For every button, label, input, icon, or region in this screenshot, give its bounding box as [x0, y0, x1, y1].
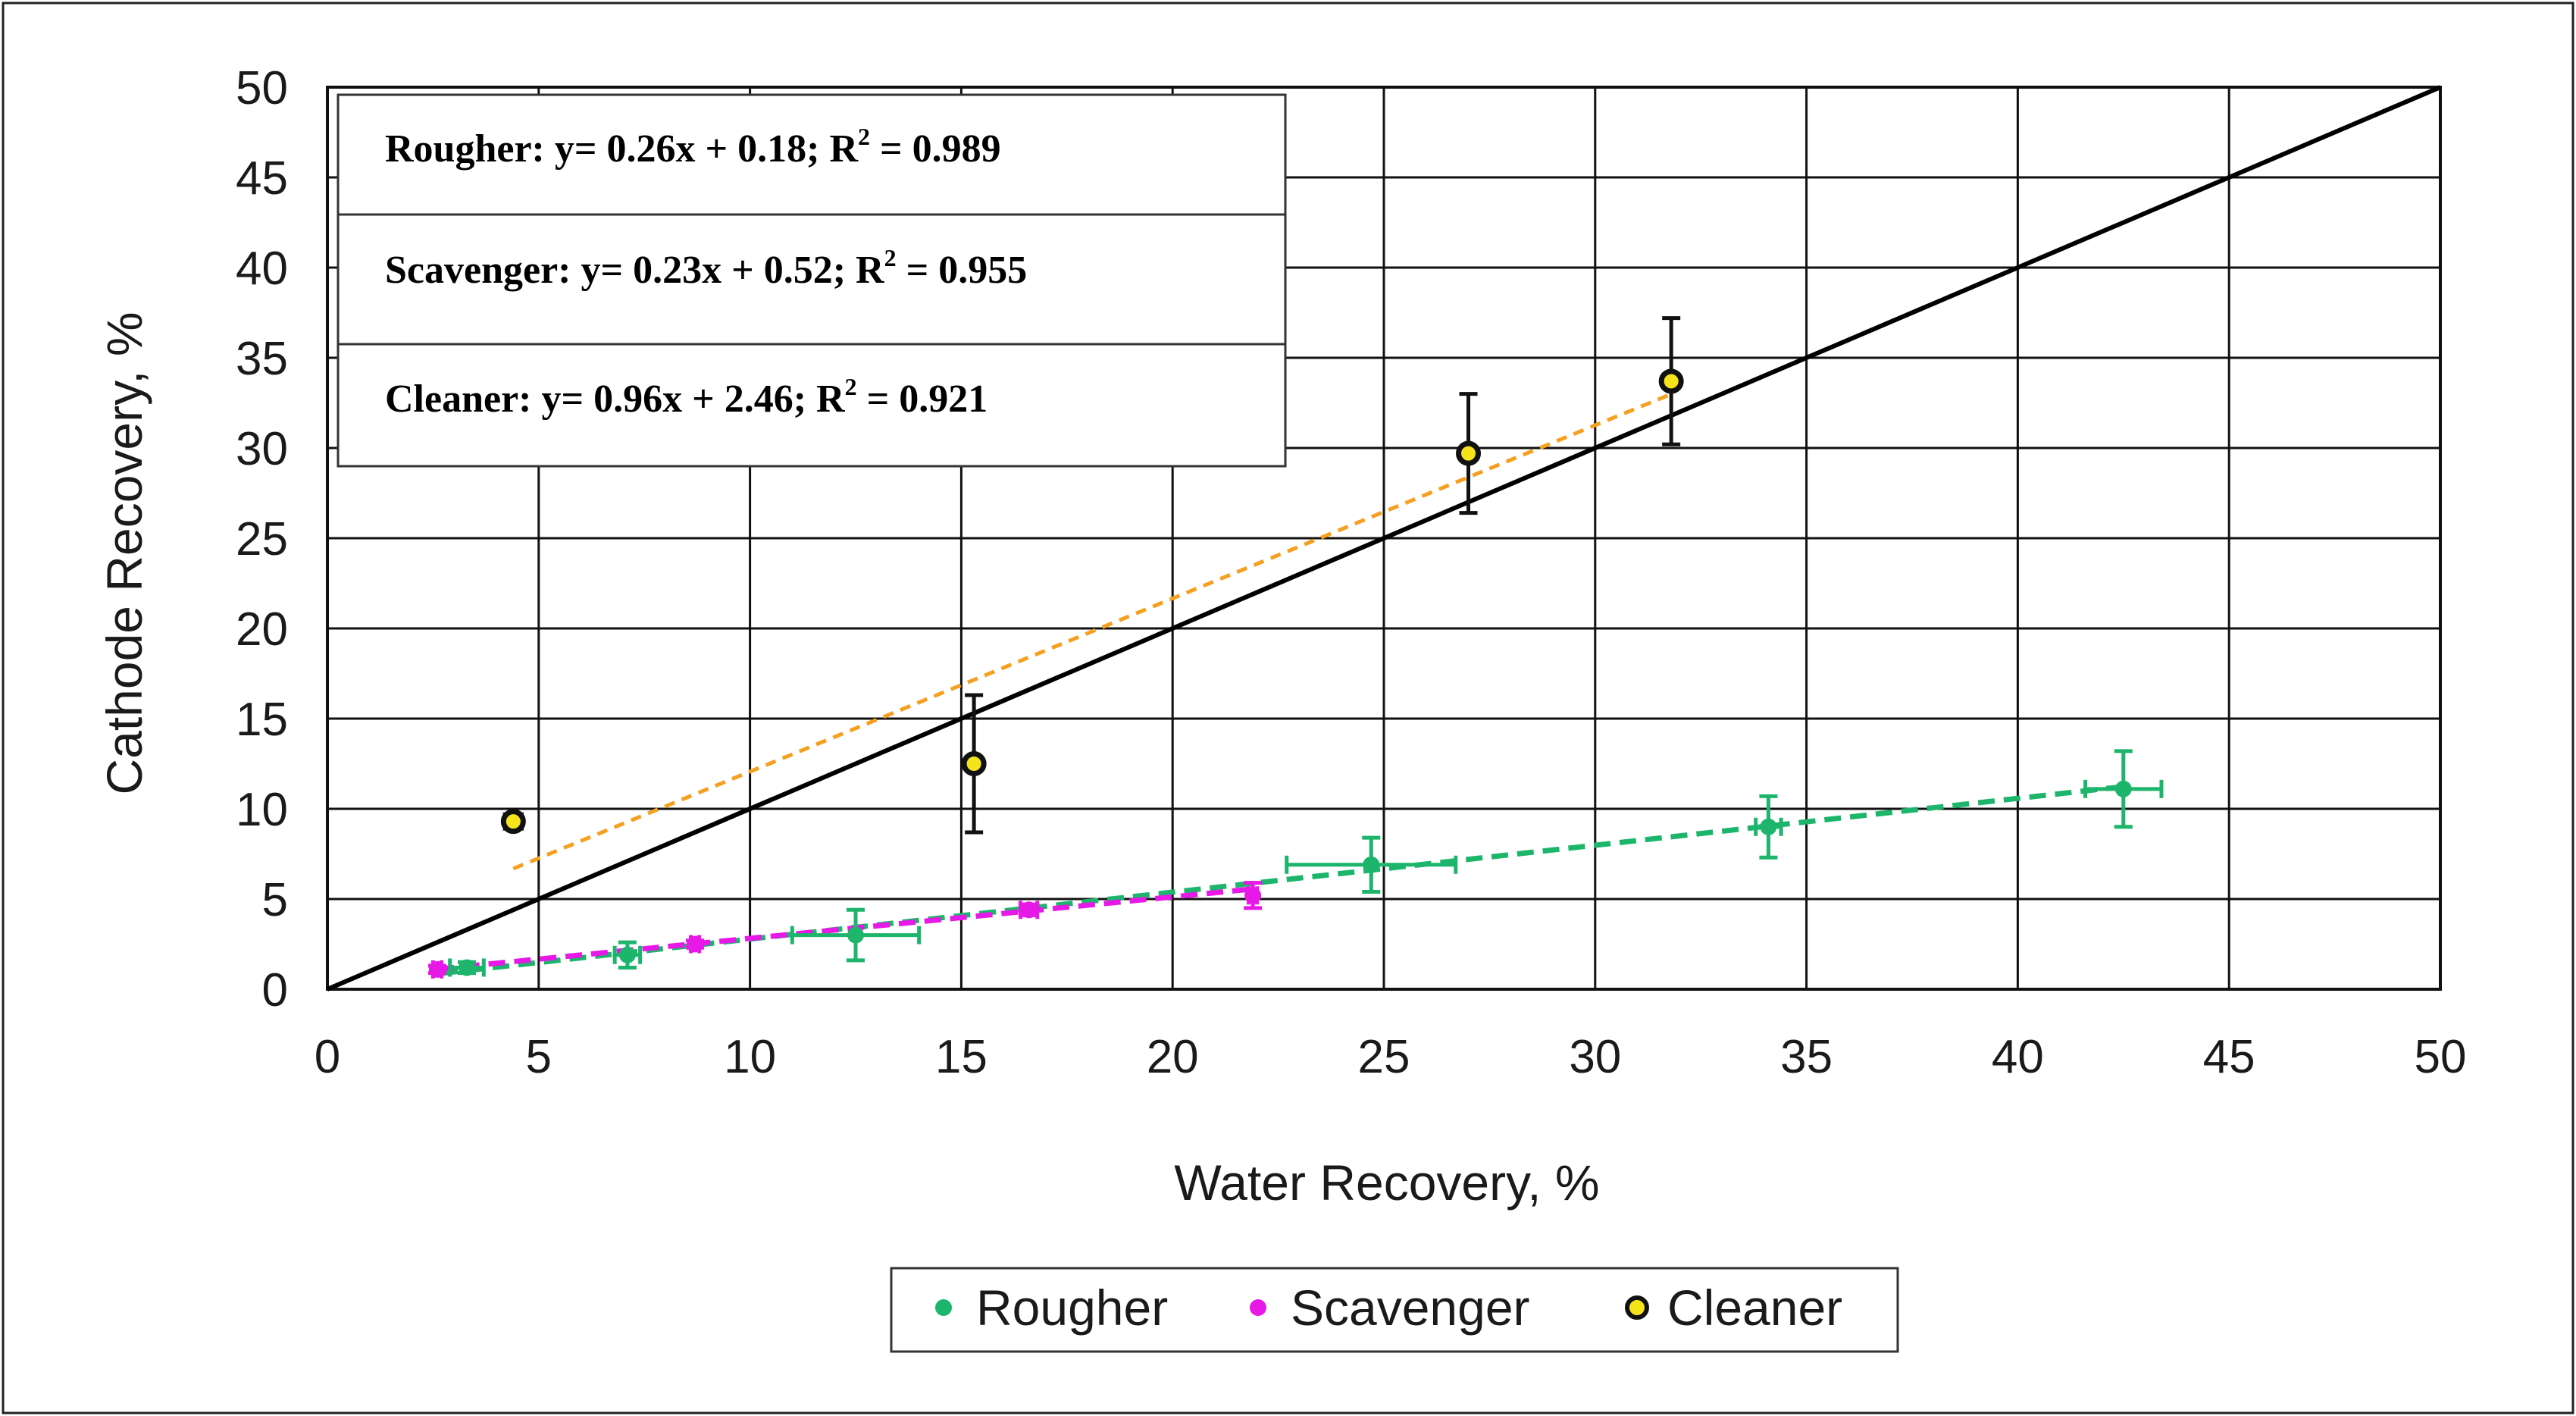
tick-labels: 0 5 10 15 20 25 30 35 40 45 50 0 5 10 15 20 25 30 35 40 45 50: [236, 62, 2466, 1083]
legend-marker-scavenger: [1250, 1299, 1266, 1316]
x-tick-label: 25: [1358, 1031, 1410, 1083]
x-axis-title: Water Recovery, %: [1174, 1154, 1599, 1211]
point-cleaner: [1658, 368, 1684, 394]
point-scavenger: [1020, 901, 1038, 919]
y-tick-label: 10: [236, 784, 288, 836]
point-cleaner: [1456, 440, 1482, 466]
x-tick-label: 45: [2203, 1031, 2255, 1083]
x-tick-label: 5: [526, 1031, 552, 1083]
point-rougher: [2114, 780, 2132, 797]
point-rougher: [459, 959, 476, 976]
y-tick-label: 20: [236, 603, 288, 656]
equation-box: Rougher: y= 0.26x + 0.18; R2 = 0.989 Sca…: [336, 93, 1287, 468]
legend-label-scavenger: Scavenger: [1291, 1280, 1530, 1336]
trendline-cleaner: [512, 392, 1673, 871]
x-tick-label: 30: [1569, 1031, 1621, 1083]
scavenger-equation: Scavenger: y= 0.23x + 0.52; R2 = 0.955: [385, 244, 1027, 292]
y-tick-label: 30: [236, 423, 288, 475]
legend-marker-rougher: [935, 1299, 952, 1316]
point-cleaner: [500, 809, 526, 835]
point-rougher: [847, 926, 864, 944]
x-tick-label: 50: [2415, 1031, 2467, 1083]
y-tick-label: 15: [236, 694, 288, 746]
equation-box-frame: [336, 93, 1287, 468]
y-tick-label: 50: [236, 62, 288, 114]
point-cleaner: [961, 751, 987, 776]
y-tick-label: 0: [262, 964, 288, 1017]
cleaner-equation: Cleaner: y= 0.96x + 2.46; R2 = 0.921: [385, 373, 988, 421]
rougher-equation: Rougher: y= 0.26x + 0.18; R2 = 0.989: [385, 123, 1001, 171]
x-tick-label: 15: [935, 1031, 988, 1083]
x-tick-label: 35: [1780, 1031, 1833, 1083]
data-points: [428, 368, 2132, 978]
y-tick-label: 40: [236, 243, 288, 295]
reference-line: [326, 85, 2442, 992]
legend: Rougher Scavenger Cleaner: [890, 1267, 1899, 1353]
point-scavenger: [1244, 887, 1262, 904]
point-rougher: [1363, 856, 1380, 873]
y-tick-label: 25: [236, 513, 288, 565]
trendline-scavenger: [437, 886, 1254, 972]
legend-frame: [890, 1267, 1899, 1353]
y-axis-title: Cathode Recovery, %: [96, 312, 152, 794]
y-tick-label: 5: [262, 874, 288, 926]
x-tick-label: 0: [315, 1031, 340, 1083]
point-scavenger: [428, 960, 446, 978]
legend-label-cleaner: Cleaner: [1667, 1280, 1842, 1336]
y-tick-label: 45: [236, 152, 288, 205]
point-rougher: [618, 946, 636, 963]
trendlines: [437, 392, 2124, 976]
point-scavenger: [687, 935, 704, 953]
axes: [326, 86, 2442, 991]
legend-marker-cleaner: [1625, 1295, 1649, 1320]
point-rougher: [1760, 818, 1777, 835]
plot-border: [326, 86, 2442, 991]
x-tick-label: 20: [1147, 1031, 1199, 1083]
x-tick-label: 40: [1992, 1031, 2044, 1083]
reference-line-group: [326, 85, 2442, 992]
x-tick-label: 10: [724, 1031, 776, 1083]
y-tick-label: 35: [236, 333, 288, 385]
legend-label-rougher: Rougher: [976, 1280, 1168, 1336]
